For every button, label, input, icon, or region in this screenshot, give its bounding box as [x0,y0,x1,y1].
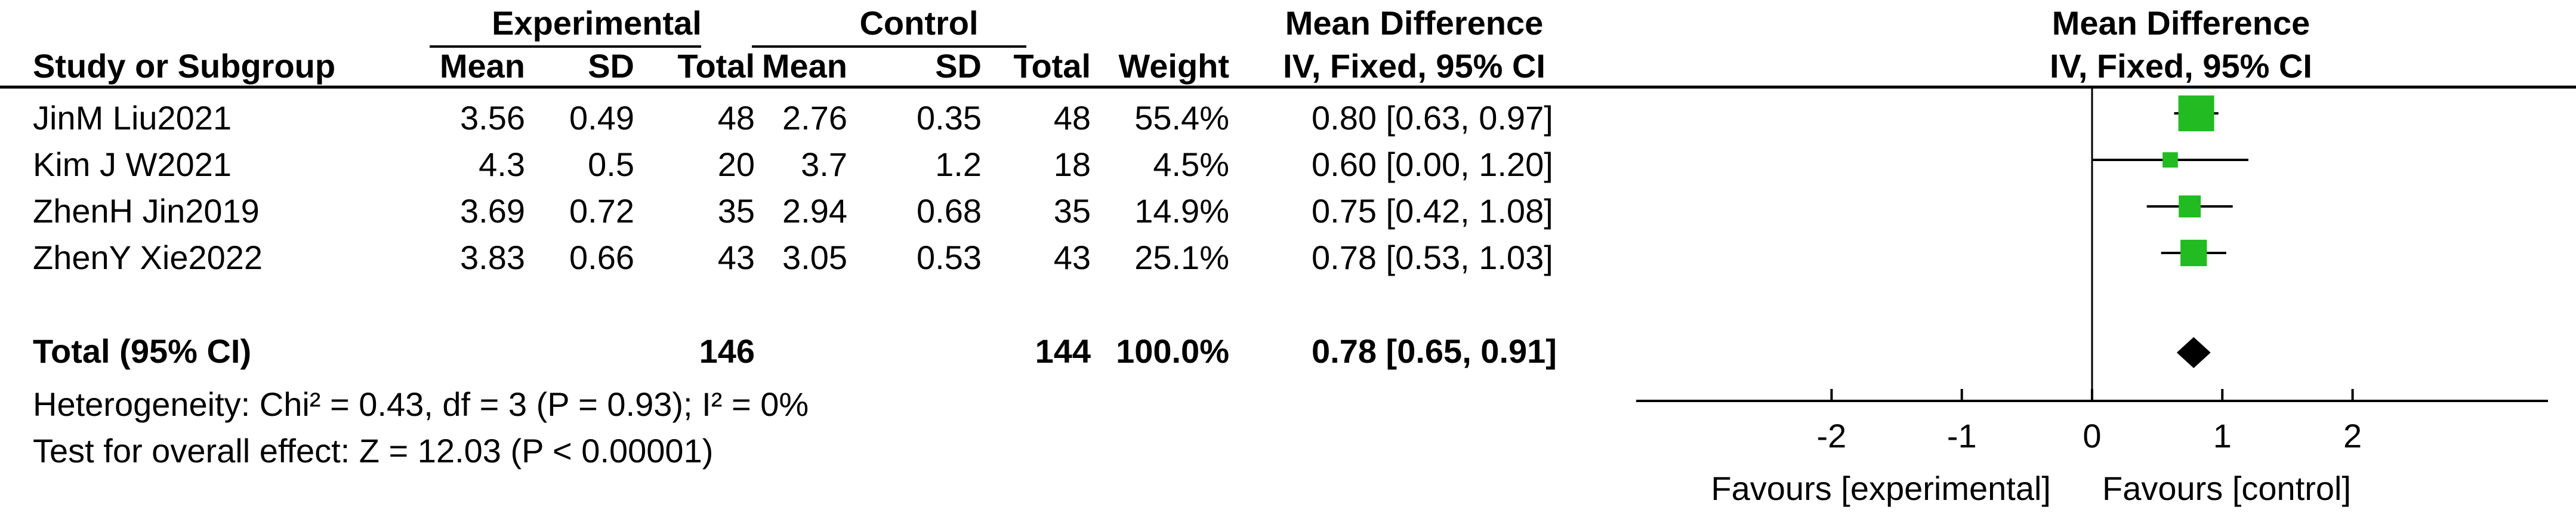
study-square [2179,195,2201,218]
experimental-group-header: Experimental [492,4,702,42]
weight-value: 14.9% [1134,192,1229,230]
total-exp-total: 146 [699,332,755,370]
ctl-mean-header: Mean [762,47,847,85]
effect-ci-value: 0.78 [0.53, 1.03] [1312,239,1553,276]
ctl-total-value: 43 [1054,239,1091,276]
exp-sd-value: 0.5 [588,146,634,183]
exp-total-header: Total [677,47,755,85]
study-square [2180,239,2207,267]
exp-sd-value: 0.49 [569,99,634,137]
x-tick-label: -1 [1947,417,1977,455]
ctl-mean-value: 2.76 [782,99,847,137]
ctl-mean-value: 3.7 [801,146,847,183]
study-name: ZhenH Jin2019 [33,192,260,230]
x-tick-label: -2 [1817,417,1847,455]
exp-mean-value: 3.69 [460,192,525,230]
study-name: JinM Liu2021 [33,99,232,137]
exp-mean-value: 3.83 [460,239,525,276]
overall-effect-text: Test for overall effect: Z = 12.03 (P < … [33,432,713,470]
exp-sd-value: 0.72 [569,192,634,230]
total-label: Total (95% CI) [33,332,251,370]
plot-ci-header: IV, Fixed, 95% CI [2050,47,2312,85]
plot-panel: -2 -1 0 1 2 [1636,87,2548,455]
exp-mean-value: 4.3 [479,146,525,183]
ctl-sd-value: 0.35 [917,99,982,137]
ctl-mean-value: 2.94 [782,192,847,230]
study-row: JinM Liu2021 3.56 0.49 48 2.76 0.35 48 5… [33,99,1553,137]
exp-total-value: 48 [718,99,755,137]
exp-sd-value: 0.66 [569,239,634,276]
favours-experimental-label: Favours [experimental] [1711,470,2051,507]
study-name: ZhenY Xie2022 [33,239,263,276]
ctl-total-value: 18 [1054,146,1091,183]
x-tick-label: 2 [2343,417,2362,455]
pooled-diamond [2176,337,2211,368]
ctl-sd-value: 1.2 [935,146,982,183]
study-row: Kim J W2021 4.3 0.5 20 3.7 1.2 18 4.5% 0… [33,146,1553,183]
ctl-total-header: Total [1013,47,1091,85]
total-ctl-total: 144 [1035,332,1091,370]
exp-mean-value: 3.56 [460,99,525,137]
total-ci-value: 0.78 [0.65, 0.91] [1312,332,1557,370]
study-row: ZhenY Xie2022 3.83 0.66 43 3.05 0.53 43 … [33,239,1553,276]
study-row: ZhenH Jin2019 3.69 0.72 35 2.94 0.68 35 … [33,192,1553,230]
study-square [2178,95,2214,131]
x-tick-label: 1 [2213,417,2232,455]
exp-mean-header: Mean [440,47,525,85]
ctl-total-value: 48 [1054,99,1091,137]
ctl-sd-value: 0.53 [917,239,982,276]
study-name: Kim J W2021 [33,146,232,183]
effect-ci-value: 0.80 [0.63, 0.97] [1312,99,1553,137]
exp-total-value: 35 [718,192,755,230]
effect-ci-value: 0.60 [0.00, 1.20] [1312,146,1553,183]
weight-value: 55.4% [1134,99,1229,137]
heterogeneity-text: Heterogeneity: Chi² = 0.43, df = 3 (P = … [33,385,809,423]
favours-control-label: Favours [control] [2102,470,2351,507]
exp-total-value: 43 [718,239,755,276]
ctl-sd-value: 0.68 [917,192,982,230]
effect-ci-value: 0.75 [0.42, 1.08] [1312,192,1553,230]
effect-ci-header: IV, Fixed, 95% CI [1283,47,1545,85]
plot-header: Mean Difference [2052,4,2310,42]
ctl-total-value: 35 [1054,192,1091,230]
exp-sd-header: SD [588,47,634,85]
effect-header: Mean Difference [1285,4,1544,42]
weight-value: 25.1% [1134,239,1229,276]
total-row: Total (95% CI) 146 144 100.0% 0.78 [0.65… [33,332,1557,370]
ctl-mean-value: 3.05 [782,239,847,276]
exp-total-value: 20 [718,146,755,183]
weight-header: Weight [1118,47,1229,85]
study-square [2162,152,2178,168]
x-tick-label: 0 [2083,417,2101,455]
total-weight: 100.0% [1116,332,1229,370]
study-column-header: Study or Subgroup [33,47,335,85]
weight-value: 4.5% [1153,146,1229,183]
control-group-header: Control [859,4,978,42]
ctl-sd-header: SD [935,47,982,85]
